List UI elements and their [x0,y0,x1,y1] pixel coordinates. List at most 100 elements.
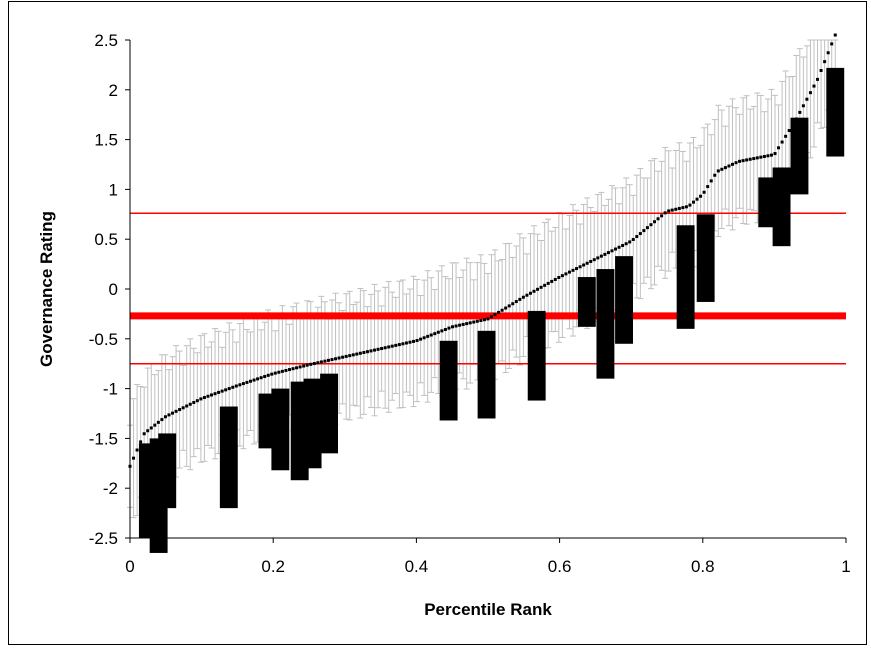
data-point [716,169,720,173]
data-point [486,317,490,321]
data-point [610,249,614,253]
data-point [181,406,185,410]
data-point [603,252,607,256]
data-point [153,423,157,427]
bar [320,373,338,454]
data-point [397,343,401,347]
data-point [564,272,568,276]
data-point [823,60,827,64]
data-point [394,343,398,347]
data-point [202,396,206,400]
data-point [146,429,150,433]
data-point [684,205,688,209]
data-point [178,408,182,412]
data-point [681,206,685,210]
chart-frame [8,1,867,645]
bar [676,225,695,329]
data-point [206,394,210,398]
data-point [567,270,571,274]
data-point [387,345,391,349]
data-point [305,363,309,367]
data-point [819,69,823,73]
data-point [369,349,373,353]
data-point [511,302,515,306]
data-point [447,326,451,330]
data-point [475,319,479,323]
data-point [621,243,625,247]
data-point [291,367,295,371]
data-point [465,322,469,326]
data-point [497,310,501,314]
data-point [163,415,167,419]
data-point [730,162,734,166]
y-tick-label: 0.5 [94,230,118,249]
data-point [149,426,153,430]
data-point [263,375,267,379]
data-point [302,364,306,368]
data-point [624,242,628,246]
data-point [691,200,695,204]
data-point [312,362,316,366]
data-point [833,33,837,37]
data-point [461,322,465,326]
data-point [592,258,596,262]
data-point [645,226,649,230]
data-point [699,194,703,198]
data-point [738,159,742,163]
data-point [426,334,430,338]
y-tick-label: 2 [109,81,118,100]
data-point [589,259,593,263]
bar [439,340,458,421]
data-point [582,263,586,267]
data-point [259,376,263,380]
data-point [550,279,554,283]
data-point [830,42,834,46]
data-point [649,223,653,227]
data-point [688,203,692,207]
data-point [412,339,416,343]
data-point [298,365,302,369]
data-point [330,358,334,362]
data-point [390,344,394,348]
data-point [362,350,366,354]
data-point [433,332,437,336]
data-point [525,293,529,297]
data-point [606,251,610,255]
data-point [185,404,189,408]
data-point [210,393,214,397]
data-point [373,348,377,352]
data-point [171,411,175,415]
data-point [309,362,313,366]
data-point [762,154,766,158]
data-point [472,320,476,324]
data-point [677,206,681,210]
data-point [284,368,288,372]
data-point [231,385,235,389]
data-point [628,240,632,244]
data-point [500,308,504,312]
data-point [156,420,160,424]
data-point [769,153,773,157]
data-point [443,327,447,331]
data-point [132,456,136,460]
data-point [220,389,224,393]
data-point [319,360,323,364]
data-point [380,347,384,351]
data-point [571,268,575,272]
data-point [451,325,455,329]
x-tick-label: 0.6 [548,557,572,576]
y-tick-label: -1 [103,380,118,399]
data-point [277,370,281,374]
data-point [436,330,440,334]
y-tick-label: 2.5 [94,31,118,50]
data-point [670,208,674,212]
data-point [752,157,756,161]
data-point [142,432,146,436]
data-point [213,392,217,396]
data-point [674,207,678,211]
data-point [241,382,245,386]
data-point [617,245,621,249]
data-point [801,104,805,108]
data-point [826,51,830,55]
